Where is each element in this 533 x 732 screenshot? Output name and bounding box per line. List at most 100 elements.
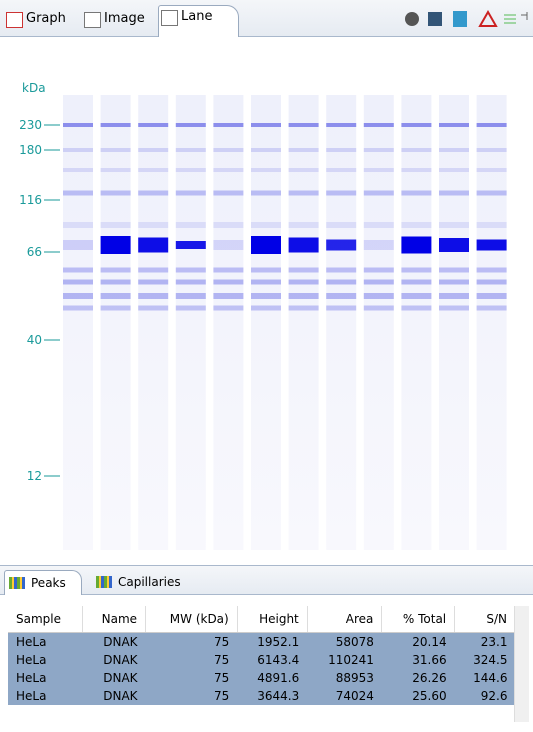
band bbox=[213, 168, 244, 172]
tab[interactable]: Lane bbox=[158, 5, 240, 37]
lane bbox=[63, 95, 93, 550]
results-panel: Peaks Capillaries Sample Name MW (kDa) Heig… bbox=[0, 565, 533, 732]
unit-label: kDa bbox=[22, 81, 46, 95]
band bbox=[439, 293, 469, 299]
table-cell: HeLa bbox=[8, 669, 83, 687]
band bbox=[326, 168, 357, 172]
tool-icon[interactable] bbox=[478, 9, 498, 27]
lane bbox=[100, 95, 131, 550]
band bbox=[100, 168, 131, 172]
table-cell: 1952.1 bbox=[237, 632, 308, 651]
column-header: S/N bbox=[454, 606, 516, 633]
band bbox=[326, 305, 357, 311]
band bbox=[100, 236, 131, 254]
tool-icon[interactable] bbox=[504, 14, 516, 24]
table-cell: HeLa bbox=[8, 651, 83, 669]
band bbox=[288, 168, 319, 172]
band bbox=[439, 279, 469, 285]
tab-label: Image bbox=[104, 11, 145, 26]
band bbox=[175, 267, 206, 273]
band bbox=[326, 267, 357, 273]
band bbox=[476, 148, 507, 152]
lane-background bbox=[213, 95, 244, 550]
tool-icon[interactable] bbox=[428, 12, 442, 26]
band bbox=[63, 305, 93, 311]
band bbox=[213, 190, 244, 196]
column-header: Height bbox=[237, 606, 308, 633]
table-row[interactable]: HeLa DNAK 75 6143.4 110241 31.66 324.5 bbox=[8, 651, 516, 669]
lane bbox=[363, 95, 394, 550]
table-cell: DNAK bbox=[82, 632, 146, 651]
table-cell: HeLa bbox=[8, 687, 83, 705]
lane bbox=[175, 95, 206, 550]
band bbox=[401, 279, 432, 285]
table-cell: DNAK bbox=[82, 669, 146, 687]
band bbox=[251, 222, 281, 228]
table-cell: 75 bbox=[145, 632, 238, 651]
table-cell: 3644.3 bbox=[237, 687, 308, 705]
lane bbox=[213, 95, 244, 550]
band bbox=[100, 222, 131, 228]
lane bbox=[476, 95, 507, 550]
band bbox=[175, 279, 206, 285]
band bbox=[138, 267, 169, 273]
column-header: % Total bbox=[381, 606, 456, 633]
table-row[interactable]: HeLa DNAK 75 1952.1 58078 20.14 23.1 bbox=[8, 632, 516, 651]
band bbox=[326, 239, 357, 251]
band bbox=[100, 293, 131, 299]
lane bbox=[401, 95, 432, 550]
tool-icon[interactable] bbox=[405, 12, 419, 26]
lane-background bbox=[326, 95, 357, 550]
band bbox=[326, 279, 357, 285]
lane-background bbox=[138, 95, 169, 550]
table-cell: DNAK bbox=[82, 687, 146, 705]
tab-label: Peaks bbox=[31, 576, 66, 590]
band bbox=[213, 267, 244, 273]
band bbox=[288, 305, 319, 311]
band bbox=[363, 123, 394, 127]
lane-background bbox=[63, 95, 93, 550]
band bbox=[363, 279, 394, 285]
lane-background bbox=[100, 95, 131, 550]
band bbox=[100, 148, 131, 152]
band bbox=[251, 279, 281, 285]
table-cell: 144.6 bbox=[454, 669, 516, 687]
band bbox=[63, 267, 93, 273]
band bbox=[213, 148, 244, 152]
band bbox=[138, 190, 169, 196]
scrollbar[interactable] bbox=[514, 606, 529, 722]
gel-view: kDa 230 180 116 66 40 12 bbox=[0, 37, 533, 564]
band bbox=[175, 168, 206, 172]
band bbox=[63, 222, 93, 228]
band bbox=[288, 190, 319, 196]
band bbox=[63, 240, 93, 250]
tab[interactable]: Image bbox=[82, 8, 145, 30]
band bbox=[251, 236, 281, 254]
band bbox=[401, 123, 432, 127]
band bbox=[288, 237, 319, 253]
toolbar bbox=[405, 9, 528, 27]
band bbox=[326, 190, 357, 196]
tool-icon[interactable] bbox=[453, 11, 467, 27]
table-row[interactable]: HeLa DNAK 75 3644.3 74024 25.60 92.6 bbox=[8, 687, 516, 705]
band bbox=[363, 168, 394, 172]
band bbox=[175, 123, 206, 127]
tab[interactable]: Peaks bbox=[4, 570, 82, 595]
band bbox=[138, 293, 169, 299]
tab[interactable]: Capillaries bbox=[92, 570, 181, 594]
table-cell: 88953 bbox=[307, 669, 382, 687]
band bbox=[476, 305, 507, 311]
band bbox=[288, 293, 319, 299]
band bbox=[288, 148, 319, 152]
marker-label: 12 bbox=[27, 469, 42, 483]
band bbox=[363, 190, 394, 196]
band bbox=[476, 267, 507, 273]
window-control[interactable] bbox=[521, 12, 528, 20]
band bbox=[363, 240, 394, 250]
table-row[interactable]: HeLa DNAK 75 4891.6 88953 26.26 144.6 bbox=[8, 669, 516, 687]
tab[interactable]: Graph bbox=[4, 8, 66, 30]
band bbox=[476, 190, 507, 196]
band bbox=[326, 123, 357, 127]
band bbox=[288, 267, 319, 273]
